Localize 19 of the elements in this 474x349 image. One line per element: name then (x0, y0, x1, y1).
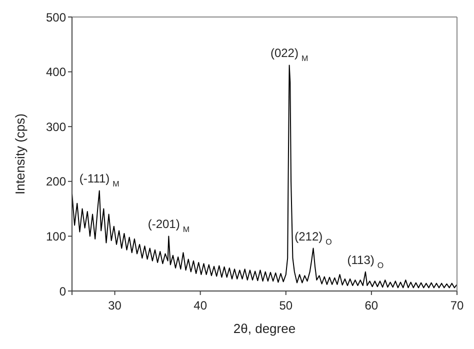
y-tick-label: 400 (46, 65, 66, 80)
y-tick-label: 300 (46, 120, 66, 134)
x-axis-title: 2θ, degree (233, 321, 296, 336)
y-axis-title: Intensity (cps) (12, 114, 28, 194)
x-tick-label: 50 (279, 298, 293, 313)
annotation: (-201)$_{M}$ (148, 217, 190, 234)
annotation: (022)$_{M}$ (270, 46, 308, 64)
y-tick-label: 500 (46, 10, 66, 24)
x-tick-label: 70 (450, 298, 464, 313)
y-tick-label: 100 (46, 229, 66, 244)
x-tick-label: 30 (108, 298, 122, 313)
annotation: (212)$_{O}$ (294, 229, 332, 246)
annotation: (-111)$_{M}$ (79, 172, 120, 189)
line-series (72, 64, 457, 288)
annotation: (113)$_{O}$ (347, 252, 384, 270)
y-tick-label: 0 (59, 284, 66, 298)
y-tick-label: 200 (46, 174, 66, 189)
x-tick-label: 60 (364, 298, 378, 313)
x-tick-label: 40 (194, 298, 208, 313)
